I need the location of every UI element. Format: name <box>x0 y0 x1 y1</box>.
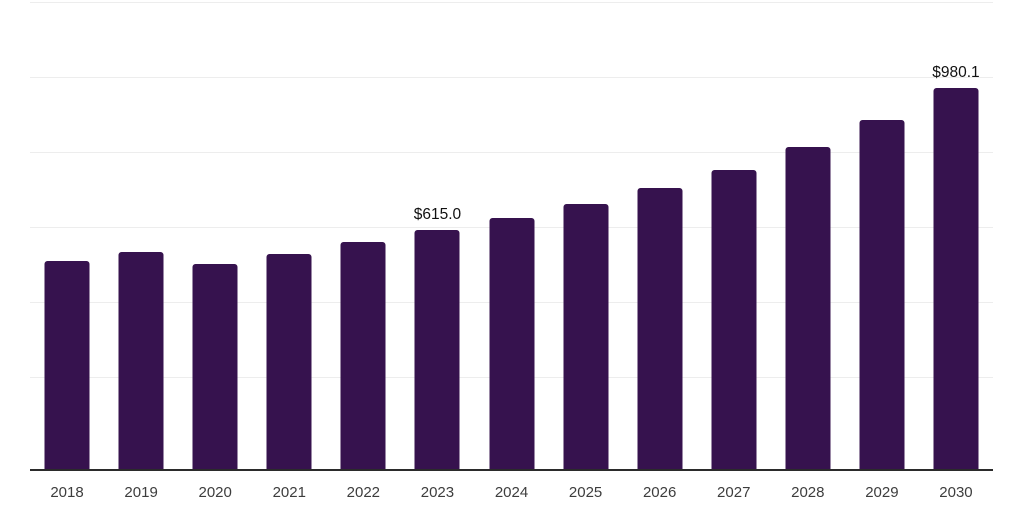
bar-cell-2022 <box>326 2 400 470</box>
x-tick-label-2018: 2018 <box>50 484 84 501</box>
x-axis-labels: 2018 2019 2020 2021 2022 2023 2024 2025 2026 2027… <box>30 471 993 500</box>
bar-cell-2025 <box>549 2 623 470</box>
data-label-2030: $980.1 <box>932 63 980 81</box>
bar-2019 <box>118 252 164 470</box>
bar-cell-2027 <box>697 2 771 470</box>
x-tick-label-2030: 2030 <box>939 484 973 501</box>
x-tick-label-2020: 2020 <box>198 484 232 501</box>
bar-2021 <box>266 254 312 470</box>
bar-cell-2026 <box>623 2 697 470</box>
bar-cell-2018 <box>30 2 104 470</box>
bar-2020 <box>192 264 238 470</box>
bar-2023 <box>414 230 460 470</box>
bar-2025 <box>563 204 609 470</box>
x-tick-label-2029: 2029 <box>865 484 899 501</box>
bar-cell-2020 <box>178 2 252 470</box>
bar-2018 <box>44 261 90 470</box>
data-label-2023: $615.0 <box>413 205 462 223</box>
gridline <box>30 152 993 153</box>
bar-2027 <box>711 170 757 470</box>
x-tick-label-2028: 2028 <box>791 484 825 501</box>
bar-cell-2024 <box>474 2 548 470</box>
bar-cell-2028 <box>771 2 845 470</box>
bar-cell-2023: $615.0 <box>400 2 474 470</box>
plot-area: $615.0 $980.1 <box>30 2 993 470</box>
x-tick-label-2026: 2026 <box>642 484 677 501</box>
bar-cell-2021 <box>252 2 326 470</box>
gridline <box>30 77 993 78</box>
gridline <box>30 2 993 3</box>
bar-cell-2030: $980.1 <box>919 2 993 470</box>
bar-2024 <box>489 218 534 470</box>
bar-2029 <box>859 120 905 470</box>
bar-2022 <box>340 242 386 470</box>
x-tick-label-2025: 2025 <box>568 484 603 501</box>
x-tick-label-2021: 2021 <box>272 484 306 501</box>
x-tick-label-2023: 2023 <box>420 484 455 501</box>
x-tick-label-2019: 2019 <box>124 484 158 501</box>
bars-row: $615.0 $980.1 <box>30 2 993 470</box>
x-tick-label-2022: 2022 <box>346 484 381 501</box>
bar-2030 <box>933 88 979 470</box>
bar-2026 <box>637 188 683 470</box>
bar-2028 <box>785 147 831 470</box>
x-tick-label-2027: 2027 <box>717 484 751 501</box>
x-tick-label-2024: 2024 <box>494 484 529 501</box>
bar-cell-2029 <box>845 2 919 470</box>
bar-cell-2019 <box>104 2 178 470</box>
x-axis-line <box>30 469 993 471</box>
